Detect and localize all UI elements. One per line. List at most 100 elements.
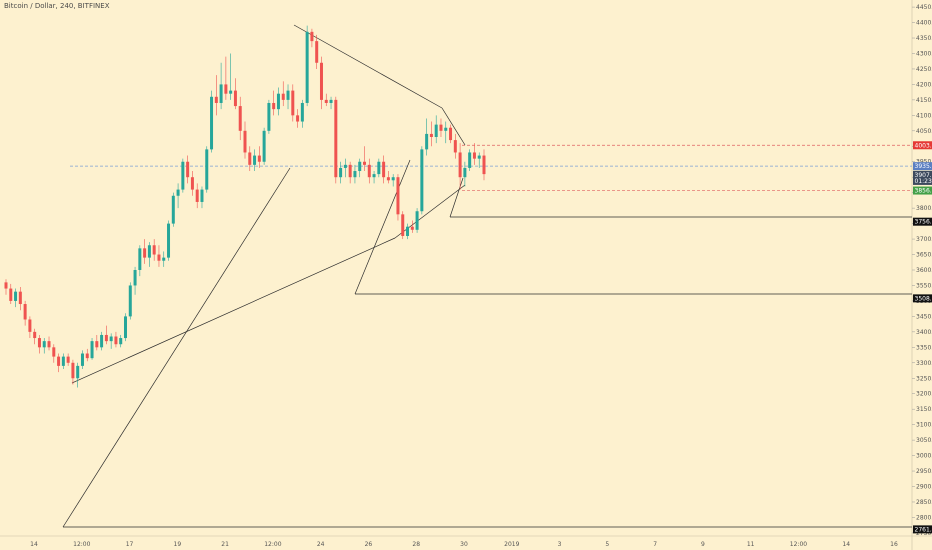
y-tick-label: 4400.0 — [916, 20, 932, 27]
chart-title: Bitcoin / Dollar, 240, BITFINEX — [4, 2, 110, 10]
candle-body — [296, 115, 300, 122]
candle-body — [310, 31, 314, 42]
y-tick-label: 2950.0 — [916, 468, 932, 475]
y-tick-label: 4250.0 — [916, 66, 932, 73]
candle-body — [334, 99, 338, 178]
y-tick-label: 3050.0 — [916, 437, 932, 444]
x-tick-label: 12:00 — [264, 541, 281, 548]
x-tick-label: 14 — [842, 541, 850, 548]
candle-body — [305, 31, 309, 103]
y-tick-label: 3650.0 — [916, 252, 932, 259]
candle-body — [339, 167, 343, 178]
y-tick-label: 4350.0 — [916, 35, 932, 42]
trendline — [62, 167, 291, 528]
candle-body — [195, 189, 199, 202]
price-tag-label: 3756.2 — [915, 219, 932, 226]
price-tag — [913, 162, 932, 171]
candle-body — [391, 177, 395, 181]
candle-body — [14, 291, 18, 301]
x-tick-label: 12:00 — [790, 541, 807, 548]
price-tag-label: 3935.8 — [915, 163, 932, 170]
x-tick-label: 3 — [558, 541, 562, 548]
trendline — [449, 177, 464, 218]
y-tick-label: 4050.0 — [916, 128, 932, 135]
candle-body — [291, 90, 295, 116]
candle-body — [147, 245, 151, 258]
candle-body — [90, 341, 94, 359]
candle-body — [482, 155, 486, 175]
candle-body — [33, 331, 37, 339]
y-tick-label: 4450.0 — [916, 4, 932, 11]
candle-body — [133, 270, 137, 286]
x-tick-label: 28 — [412, 541, 420, 548]
candle-body — [243, 130, 247, 153]
price-tag — [913, 176, 932, 185]
candle-body — [458, 152, 462, 178]
x-tick-label: 26 — [365, 541, 373, 548]
candle-body — [477, 155, 481, 159]
candle-body — [472, 152, 476, 159]
candle-body — [358, 161, 362, 172]
candle-body — [157, 254, 161, 261]
candle-body — [329, 99, 333, 103]
candle-body — [176, 189, 180, 196]
candle-body — [57, 356, 61, 366]
trendline — [441, 107, 466, 146]
candle-body — [47, 341, 51, 348]
y-tick-label: 3300.0 — [916, 360, 932, 367]
candle-body — [9, 288, 13, 301]
candle-body — [396, 177, 400, 215]
y-tick-label: 3400.0 — [916, 329, 932, 336]
trendline — [354, 159, 411, 295]
candle-body — [238, 106, 242, 131]
x-tick-label: 7 — [653, 541, 657, 548]
y-tick-label: 3550.0 — [916, 282, 932, 289]
candle-body — [463, 167, 467, 178]
candle-body — [257, 155, 261, 162]
candle-body — [52, 347, 56, 357]
y-tick-label: 4300.0 — [916, 50, 932, 57]
candle-body — [444, 127, 448, 131]
candle-body — [128, 285, 132, 317]
y-tick-label: 4150.0 — [916, 97, 932, 104]
price-tag — [913, 170, 932, 179]
candle-body — [18, 291, 22, 305]
y-tick-label: 3350.0 — [916, 344, 932, 351]
candle-body — [109, 336, 113, 342]
candle-body — [401, 214, 405, 236]
price-tag — [913, 525, 932, 534]
y-tick-label: 3200.0 — [916, 391, 932, 398]
candle-body — [233, 90, 237, 107]
y-tick-label: 3150.0 — [916, 406, 932, 413]
candle-body — [71, 362, 75, 379]
candle-body — [281, 93, 285, 100]
candle-body — [406, 226, 410, 236]
candle-body — [152, 245, 156, 255]
y-tick-label: 3000.0 — [916, 453, 932, 460]
y-tick-label: 4100.0 — [916, 112, 932, 119]
candle-body — [28, 319, 32, 332]
candle-body — [420, 149, 424, 212]
candle-body — [353, 171, 357, 178]
candle-body — [181, 161, 185, 190]
candle-body — [85, 353, 89, 359]
candle-body — [66, 356, 70, 363]
candle-body — [61, 356, 65, 366]
candle-body — [186, 161, 190, 178]
candle-body — [119, 338, 123, 345]
y-tick-label: 3700.0 — [916, 236, 932, 243]
candle-body — [434, 124, 438, 137]
y-tick-label: 2750.0 — [916, 530, 932, 537]
candle-body — [100, 334, 104, 348]
y-tick-label: 3600.0 — [916, 267, 932, 274]
candle-body — [229, 90, 233, 94]
candle-body — [224, 84, 228, 94]
candle-body — [248, 152, 252, 165]
candle-body — [114, 336, 118, 345]
candle-body — [439, 124, 443, 131]
candle-body — [319, 62, 323, 100]
candle-body — [4, 282, 8, 289]
candle-body — [162, 257, 166, 261]
